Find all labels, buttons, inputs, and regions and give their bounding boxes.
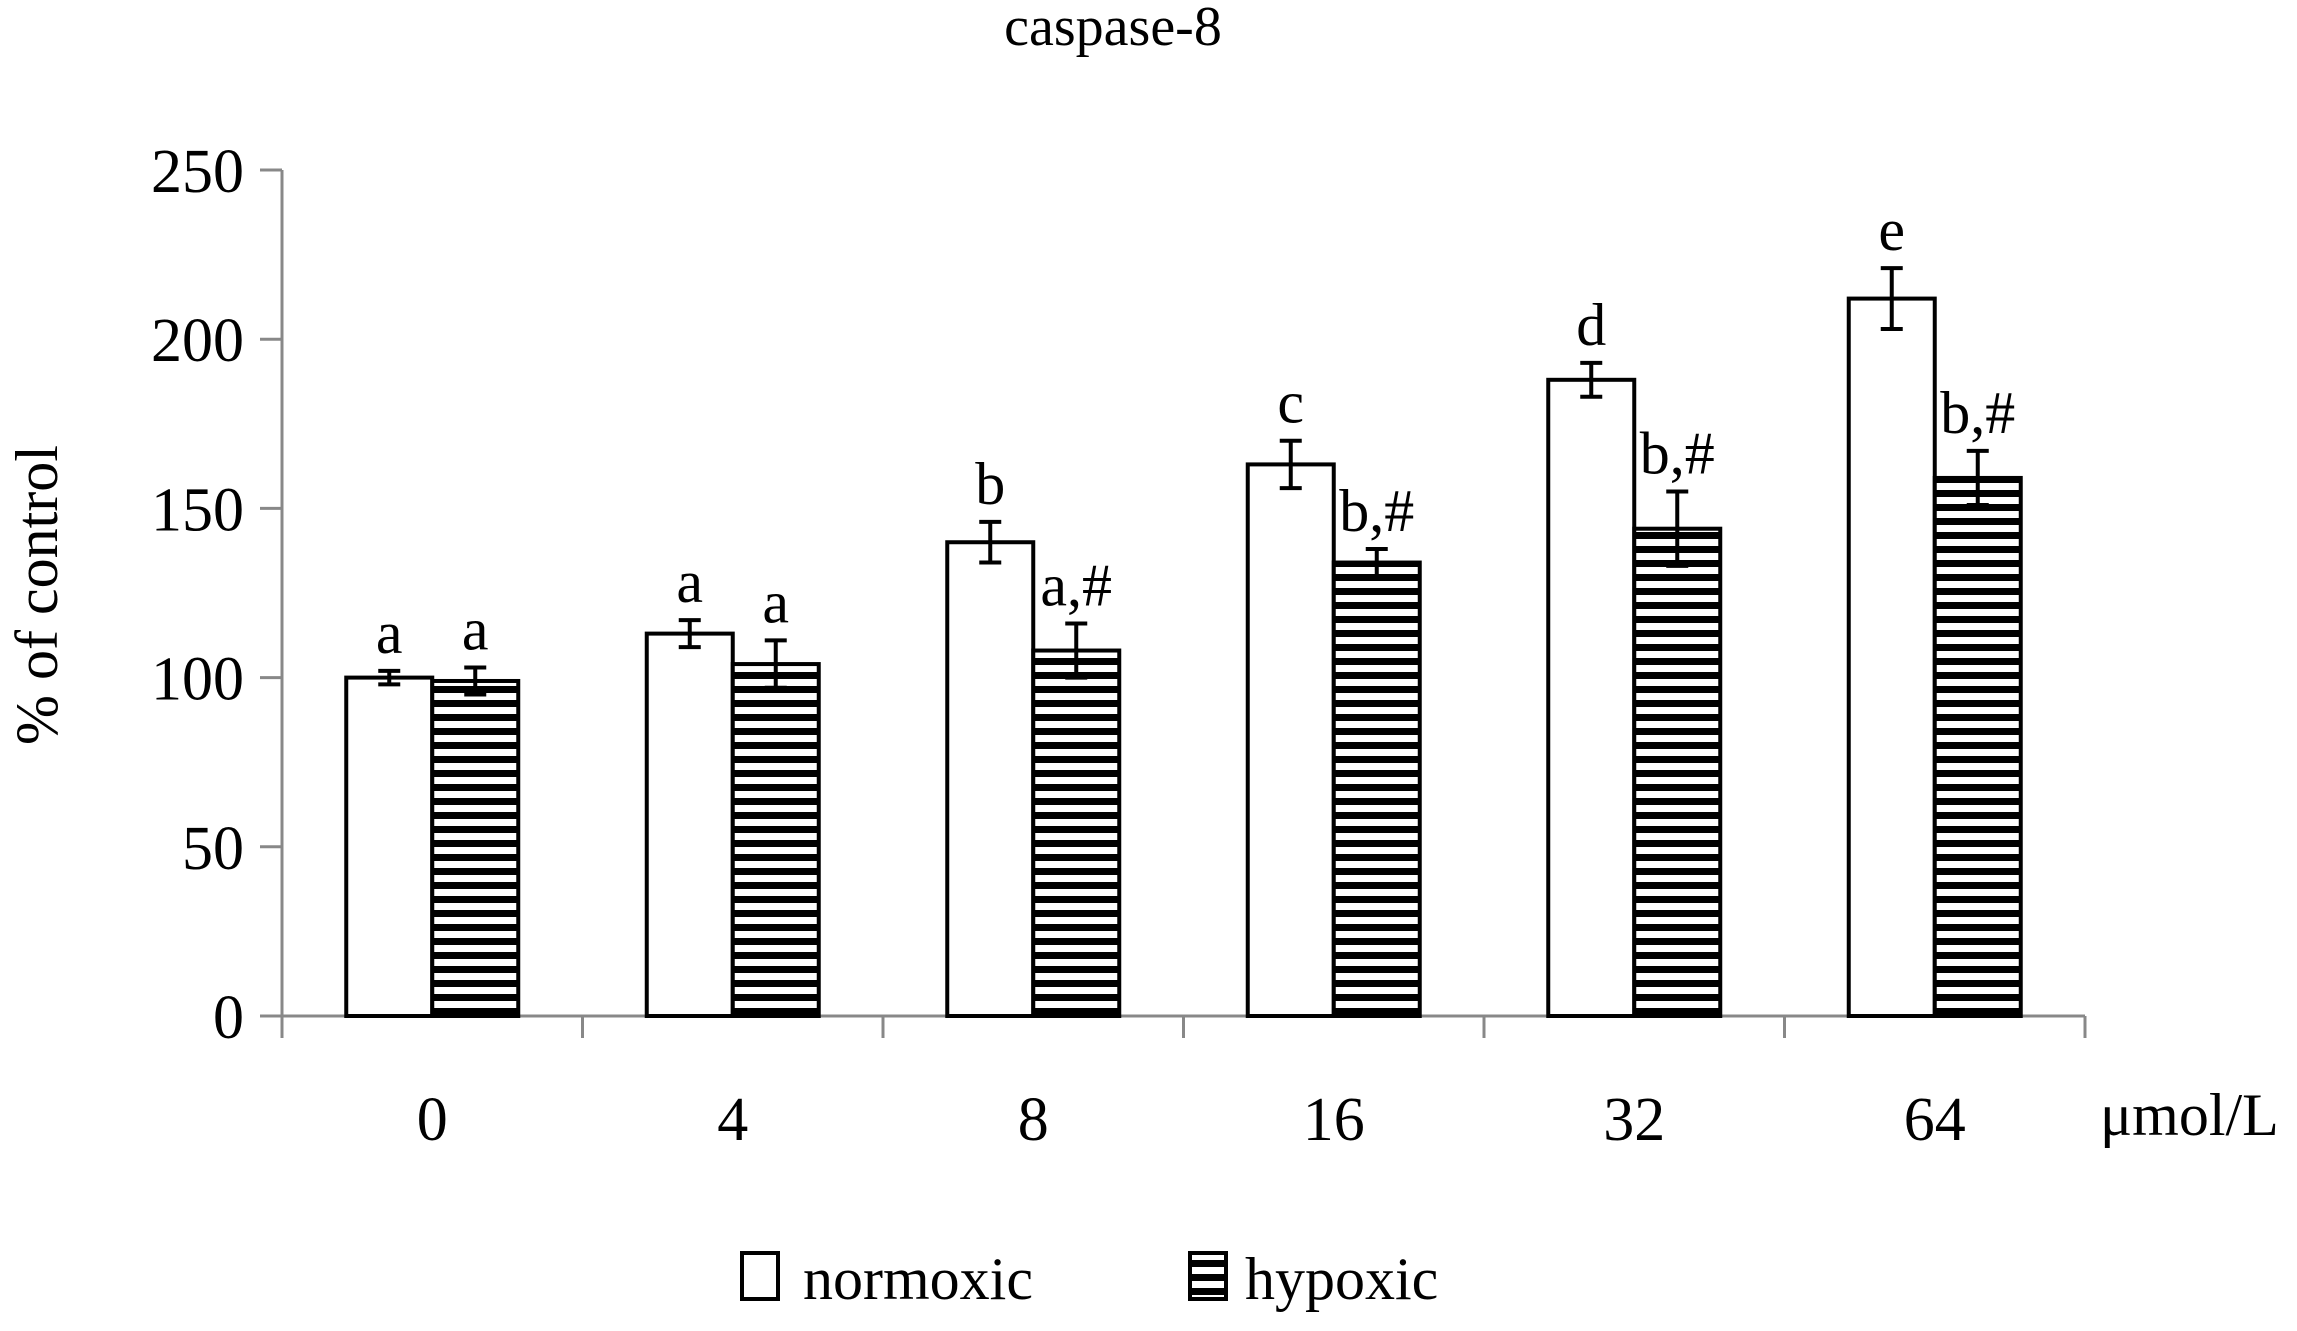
bar <box>730 662 821 1019</box>
bar <box>1546 377 1637 1019</box>
significance-label: a,# <box>1040 552 1112 618</box>
x-tick-label: 0 <box>417 1086 448 1154</box>
y-tick-label: 250 <box>151 138 244 206</box>
bar <box>1245 462 1336 1018</box>
bar <box>1031 648 1122 1018</box>
bar <box>1846 296 1937 1019</box>
legend-swatch-hypoxic <box>1188 1251 1228 1301</box>
legend: normoxic hypoxic <box>740 1246 1438 1312</box>
legend-label-normoxic: normoxic <box>803 1246 1033 1312</box>
significance-label: a <box>462 596 489 662</box>
x-tick-label: 8 <box>1018 1086 1049 1154</box>
y-tick-label: 200 <box>151 307 244 375</box>
y-axis-label: % of control <box>4 445 70 745</box>
bar <box>644 631 735 1018</box>
bar <box>945 540 1036 1018</box>
x-tick-label: 16 <box>1303 1086 1365 1154</box>
significance-label: a <box>762 569 789 635</box>
y-tick-label: 100 <box>151 646 244 714</box>
chart-title: caspase-8 <box>1004 0 1222 58</box>
significance-label: a <box>376 600 403 666</box>
legend-swatch-normoxic <box>740 1251 780 1301</box>
significance-label: b,# <box>1640 420 1715 486</box>
significance-label: d <box>1576 292 1606 358</box>
significance-label: a <box>676 549 703 615</box>
significance-label: b <box>975 451 1005 517</box>
significance-label: e <box>1878 197 1905 263</box>
x-axis: 0 4 8 16 32 64 <box>280 1014 2087 1154</box>
x-tick-label: 64 <box>1904 1086 1966 1154</box>
significance-label: b,# <box>1940 380 2015 446</box>
bar <box>344 675 435 1018</box>
x-tick-label: 32 <box>1603 1086 1665 1154</box>
y-tick-label: 50 <box>182 815 244 883</box>
x-axis-unit: μmol/L <box>2100 1082 2279 1148</box>
significance-label: c <box>1277 370 1304 436</box>
significance-label: b,# <box>1339 478 1414 544</box>
bar <box>1632 526 1723 1018</box>
x-tick-label: 4 <box>717 1086 748 1154</box>
legend-label-hypoxic: hypoxic <box>1245 1246 1438 1312</box>
y-tick-label: 150 <box>151 476 244 544</box>
y-tick-label: 0 <box>213 984 244 1052</box>
bar <box>430 678 521 1018</box>
bar <box>1331 560 1422 1018</box>
y-axis: 0 50 100 150 200 250 <box>151 138 284 1052</box>
bar <box>1932 475 2023 1019</box>
